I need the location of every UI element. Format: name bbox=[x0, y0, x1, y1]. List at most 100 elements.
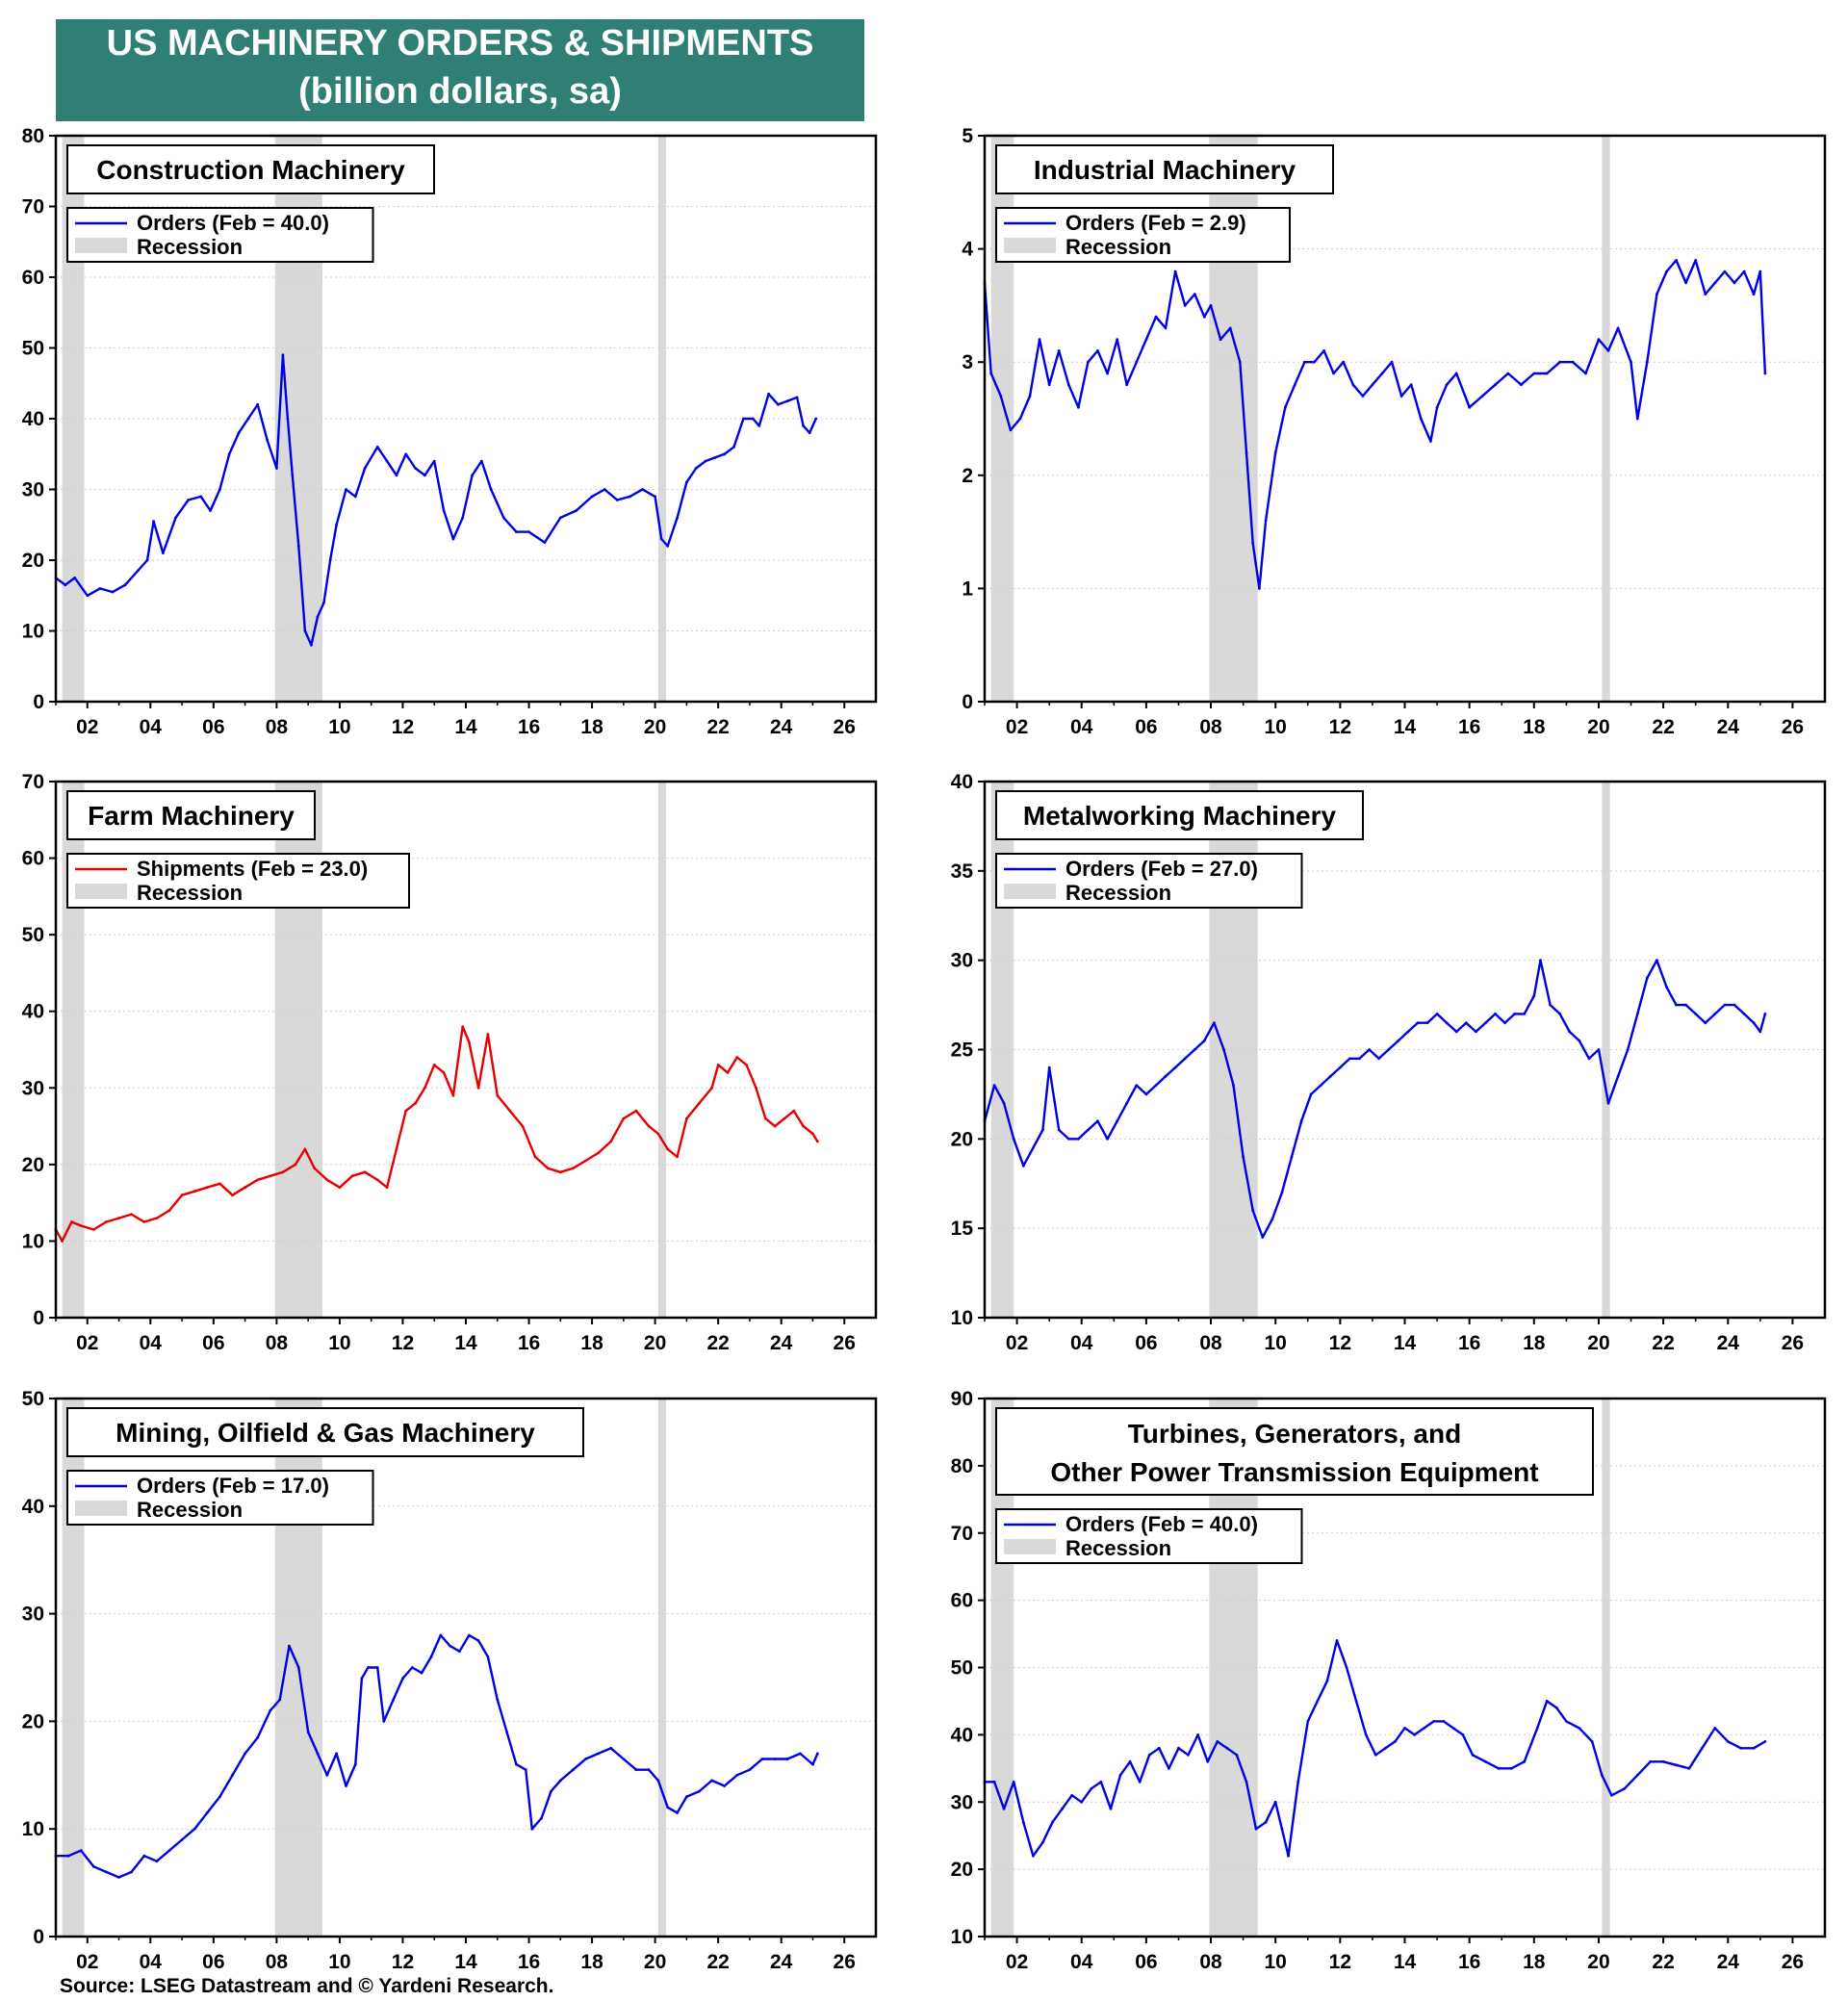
x-tick-label: 20 bbox=[1587, 1951, 1609, 1973]
data-point bbox=[1403, 1727, 1406, 1730]
data-point bbox=[486, 1033, 490, 1036]
legend-recession-swatch bbox=[1004, 1539, 1056, 1554]
data-point bbox=[1432, 1720, 1436, 1723]
data-point bbox=[192, 1190, 196, 1194]
data-point bbox=[1480, 395, 1484, 398]
data-point bbox=[1723, 270, 1727, 273]
data-point bbox=[989, 372, 993, 375]
x-tick-label: 18 bbox=[1523, 716, 1546, 738]
data-point bbox=[735, 1773, 739, 1777]
data-point bbox=[1701, 1746, 1704, 1750]
data-point bbox=[467, 1633, 471, 1637]
y-tick-label: 0 bbox=[33, 1307, 44, 1329]
data-point bbox=[496, 1698, 500, 1702]
y-tick-label: 20 bbox=[951, 1128, 973, 1150]
data-point bbox=[546, 1167, 550, 1170]
data-point bbox=[395, 1147, 398, 1151]
data-point bbox=[461, 1025, 465, 1028]
data-point bbox=[1539, 959, 1542, 962]
data-point bbox=[1316, 1700, 1320, 1703]
data-point bbox=[1409, 383, 1413, 387]
data-point bbox=[322, 601, 325, 604]
data-point bbox=[1532, 372, 1536, 375]
data-point bbox=[218, 488, 221, 491]
data-point bbox=[816, 1140, 819, 1143]
data-point bbox=[1597, 1048, 1601, 1051]
x-tick-label: 20 bbox=[644, 716, 666, 738]
data-point bbox=[1464, 1021, 1468, 1025]
data-point bbox=[659, 537, 663, 541]
data-point bbox=[269, 1708, 272, 1712]
x-tick-label: 04 bbox=[1070, 1332, 1093, 1354]
data-point bbox=[1251, 1209, 1255, 1212]
data-point bbox=[1328, 1074, 1332, 1078]
data-point bbox=[269, 1174, 272, 1178]
data-point bbox=[1164, 326, 1168, 330]
data-point bbox=[1606, 1101, 1610, 1105]
data-point bbox=[1649, 1759, 1653, 1763]
x-tick-label: 14 bbox=[1394, 1332, 1417, 1354]
data-point bbox=[713, 456, 717, 459]
data-point bbox=[152, 520, 156, 523]
legend-series-label: Orders (Feb = 27.0) bbox=[1065, 857, 1258, 881]
data-point bbox=[1384, 1746, 1387, 1750]
x-tick-label: 18 bbox=[580, 1332, 603, 1354]
data-point bbox=[1144, 338, 1148, 342]
data-point bbox=[1106, 1137, 1109, 1141]
x-tick-label: 12 bbox=[1329, 716, 1351, 738]
data-point bbox=[1380, 372, 1384, 375]
data-point bbox=[209, 509, 213, 512]
data-point bbox=[1322, 349, 1325, 352]
data-point bbox=[1283, 405, 1287, 409]
recession-band bbox=[990, 782, 1014, 1318]
data-point bbox=[1303, 360, 1306, 364]
data-point bbox=[467, 1040, 471, 1043]
data-point bbox=[1261, 1236, 1265, 1239]
x-tick-label: 04 bbox=[1070, 1951, 1093, 1973]
data-point bbox=[442, 509, 446, 512]
chart-title: Mining, Oilfield & Gas Machinery bbox=[116, 1418, 535, 1448]
data-point bbox=[558, 1170, 562, 1174]
data-point bbox=[335, 523, 338, 526]
x-tick-label: 22 bbox=[706, 1951, 729, 1973]
recession-band bbox=[657, 1399, 667, 1937]
data-point bbox=[1057, 1128, 1061, 1132]
data-point bbox=[375, 1666, 379, 1669]
x-tick-label: 06 bbox=[1135, 716, 1157, 738]
x-tick-label: 02 bbox=[76, 716, 98, 738]
data-point bbox=[1154, 1084, 1158, 1087]
data-point bbox=[91, 1864, 95, 1868]
series-line bbox=[55, 353, 817, 647]
header-subtitle: (billion dollars, sa) bbox=[298, 71, 622, 112]
data-point bbox=[410, 1666, 414, 1669]
data-point bbox=[1635, 1773, 1639, 1777]
data-point bbox=[256, 1735, 260, 1739]
data-point bbox=[572, 1768, 575, 1772]
data-point bbox=[1503, 1021, 1506, 1025]
data-point bbox=[1196, 1733, 1199, 1736]
data-point bbox=[1513, 1013, 1517, 1015]
data-point bbox=[205, 1186, 209, 1190]
data-point bbox=[367, 1666, 370, 1669]
data-point bbox=[1202, 1039, 1206, 1042]
data-point bbox=[1623, 1786, 1627, 1790]
title-box bbox=[66, 144, 435, 194]
data-point bbox=[79, 1224, 83, 1227]
data-point bbox=[1125, 1101, 1129, 1105]
data-point bbox=[1565, 1720, 1568, 1723]
data-point bbox=[1656, 293, 1658, 295]
data-point bbox=[123, 583, 127, 587]
data-point bbox=[1578, 1039, 1581, 1042]
data-point bbox=[1032, 1854, 1035, 1858]
y-tick-label: 50 bbox=[22, 1388, 44, 1410]
plot-frame bbox=[54, 1397, 878, 1938]
x-tick-label: 06 bbox=[202, 716, 224, 738]
x-tick-label: 10 bbox=[328, 1951, 350, 1973]
data-point bbox=[310, 643, 313, 647]
data-point bbox=[783, 1116, 786, 1120]
data-point bbox=[401, 1677, 404, 1681]
data-point bbox=[1135, 360, 1139, 364]
data-point bbox=[1597, 338, 1601, 342]
data-point bbox=[1116, 338, 1119, 342]
data-point bbox=[716, 1064, 720, 1066]
